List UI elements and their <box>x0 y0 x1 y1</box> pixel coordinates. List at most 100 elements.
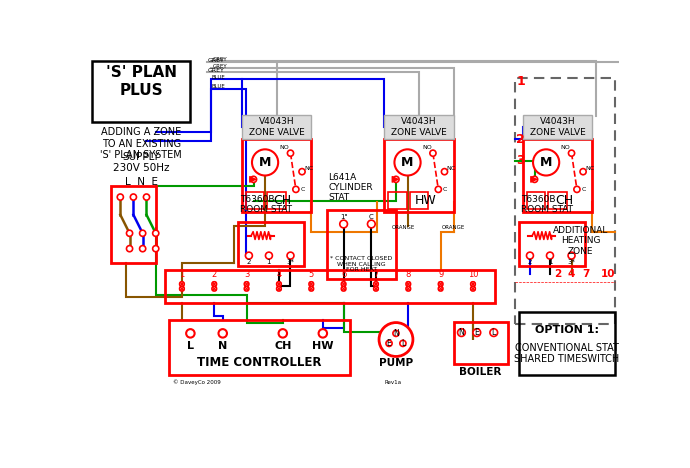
Circle shape <box>531 176 538 183</box>
Text: 1: 1 <box>266 259 271 265</box>
Text: HW: HW <box>312 341 333 351</box>
Text: © DaveyCo 2009: © DaveyCo 2009 <box>172 380 220 386</box>
Circle shape <box>244 282 249 286</box>
Circle shape <box>430 150 436 156</box>
Text: M: M <box>540 156 552 169</box>
Bar <box>519 222 584 266</box>
Text: ORANGE: ORANGE <box>392 226 415 230</box>
Circle shape <box>287 252 294 259</box>
Circle shape <box>457 329 465 336</box>
Bar <box>523 115 592 139</box>
Text: 3*: 3* <box>568 259 575 265</box>
Text: BLUE: BLUE <box>211 75 225 80</box>
Text: V4043H
ZONE VALVE: V4043H ZONE VALVE <box>249 117 304 137</box>
Circle shape <box>373 286 378 291</box>
Text: 7: 7 <box>582 269 590 279</box>
Circle shape <box>252 149 278 176</box>
Circle shape <box>386 340 392 346</box>
Bar <box>549 192 567 209</box>
Circle shape <box>130 194 137 200</box>
Circle shape <box>368 220 375 228</box>
Text: OPTION 1:: OPTION 1: <box>535 325 599 335</box>
Circle shape <box>395 149 421 176</box>
Text: 4: 4 <box>276 271 282 279</box>
Circle shape <box>126 246 132 252</box>
Circle shape <box>490 329 497 336</box>
Circle shape <box>309 282 313 286</box>
Text: * CONTACT CLOSED
WHEN CALLING
FOR HEAT: * CONTACT CLOSED WHEN CALLING FOR HEAT <box>331 256 393 272</box>
Circle shape <box>568 252 575 259</box>
Text: NC: NC <box>304 166 313 171</box>
Text: C: C <box>301 187 305 192</box>
Text: BOILER: BOILER <box>460 367 502 377</box>
Bar <box>527 192 545 209</box>
Circle shape <box>339 220 348 228</box>
Circle shape <box>438 286 443 291</box>
Text: 2: 2 <box>516 133 525 146</box>
Bar <box>165 270 495 302</box>
Circle shape <box>569 150 575 156</box>
Text: L: L <box>401 339 405 348</box>
Text: GREY: GREY <box>213 65 227 69</box>
Circle shape <box>279 329 287 337</box>
Text: E: E <box>475 328 479 337</box>
Bar <box>326 210 396 279</box>
Circle shape <box>400 340 406 346</box>
Text: 3*: 3* <box>286 259 295 265</box>
Text: CH: CH <box>274 194 292 207</box>
Circle shape <box>152 246 159 252</box>
Circle shape <box>139 230 146 236</box>
Text: T6360B
ROOM STAT: T6360B ROOM STAT <box>521 195 573 214</box>
Circle shape <box>219 329 227 337</box>
Text: CONVENTIONAL STAT
SHARED TIMESWITCH: CONVENTIONAL STAT SHARED TIMESWITCH <box>514 343 620 364</box>
Text: GREY: GREY <box>207 58 224 63</box>
Text: NC: NC <box>585 166 595 171</box>
Circle shape <box>126 230 132 236</box>
Circle shape <box>117 194 124 200</box>
Text: 1: 1 <box>516 75 525 88</box>
Text: NO: NO <box>422 145 432 149</box>
Circle shape <box>438 282 443 286</box>
Text: V4043H
ZONE VALVE: V4043H ZONE VALVE <box>530 117 586 137</box>
Circle shape <box>179 286 184 291</box>
Circle shape <box>144 194 150 200</box>
Circle shape <box>580 168 586 175</box>
Text: 1: 1 <box>548 259 552 265</box>
Circle shape <box>393 330 399 336</box>
Circle shape <box>393 176 399 183</box>
Circle shape <box>288 150 293 156</box>
Text: ADDING A ZONE
TO AN EXISTING
'S' PLAN SYSTEM: ADDING A ZONE TO AN EXISTING 'S' PLAN SY… <box>100 127 182 160</box>
Text: 8: 8 <box>406 271 411 279</box>
Text: N: N <box>459 328 464 337</box>
Bar <box>111 185 156 263</box>
Circle shape <box>379 322 413 357</box>
Bar <box>246 192 264 209</box>
Text: BLUE: BLUE <box>211 84 225 89</box>
Text: GREY: GREY <box>213 57 227 62</box>
Bar <box>238 222 304 266</box>
Circle shape <box>212 286 217 291</box>
Text: SUPPLY
230V 50Hz: SUPPLY 230V 50Hz <box>113 152 169 173</box>
Text: 1": 1" <box>339 214 348 220</box>
Text: 10: 10 <box>601 269 615 279</box>
Circle shape <box>212 282 217 286</box>
Text: T6360B
ROOM STAT: T6360B ROOM STAT <box>239 195 292 214</box>
Circle shape <box>139 246 146 252</box>
Text: L: L <box>492 328 496 337</box>
Circle shape <box>246 252 253 259</box>
Text: 10: 10 <box>468 271 478 279</box>
Text: M: M <box>259 156 271 169</box>
Circle shape <box>293 186 299 192</box>
Circle shape <box>266 252 273 259</box>
Text: C: C <box>582 187 586 192</box>
Text: Rev1a: Rev1a <box>384 380 402 385</box>
Text: 9: 9 <box>438 271 443 279</box>
Bar <box>523 139 592 212</box>
Text: NO: NO <box>279 145 289 149</box>
Bar <box>384 139 454 212</box>
Text: 1: 1 <box>179 271 184 279</box>
Text: 4: 4 <box>568 269 575 279</box>
Circle shape <box>546 252 553 259</box>
Text: L641A
CYLINDER
STAT: L641A CYLINDER STAT <box>328 173 373 203</box>
Text: V4043H
ZONE VALVE: V4043H ZONE VALVE <box>391 117 447 137</box>
